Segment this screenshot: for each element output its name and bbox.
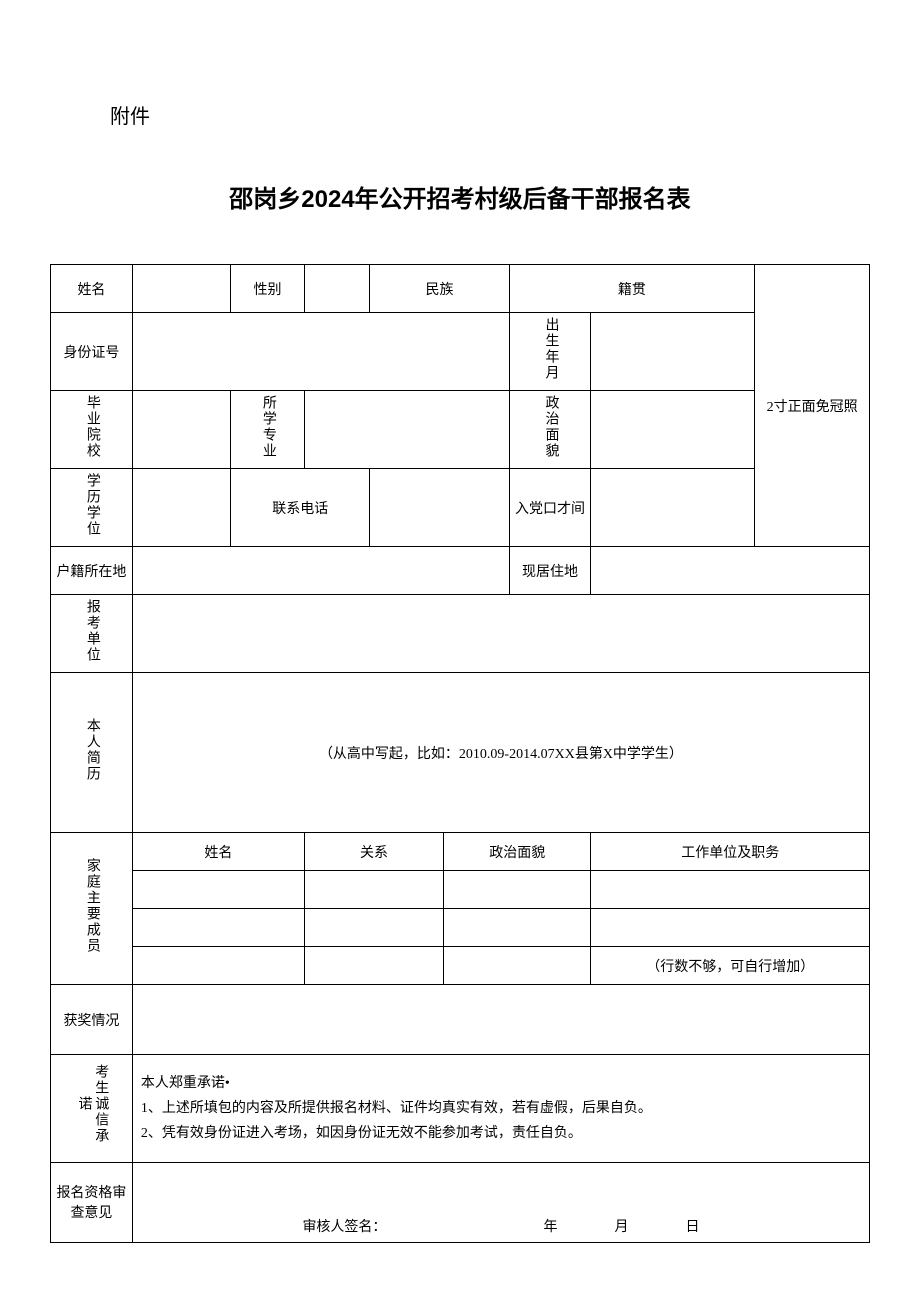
input-current-addr[interactable]: [591, 547, 870, 595]
family-row-2-name[interactable]: [132, 909, 304, 947]
photo-area[interactable]: 2寸正面免冠照: [755, 265, 870, 547]
family-row-1-name[interactable]: [132, 871, 304, 909]
label-school: 毕业院校: [51, 391, 133, 469]
input-political[interactable]: [591, 391, 755, 469]
input-awards[interactable]: [132, 985, 869, 1055]
label-commitment: 考生诚信承诺: [51, 1055, 133, 1163]
review-content[interactable]: 审核人签名： 年 月 日: [132, 1163, 869, 1243]
family-note: （行数不够，可自行增加）: [591, 947, 870, 985]
input-apply-unit[interactable]: [132, 595, 869, 673]
family-row-3-name[interactable]: [132, 947, 304, 985]
commitment-line-2: 2、凭有效身份证进入考场，如因身份证无效不能参加考试，责任自负。: [141, 1121, 861, 1146]
form-title: 邵岗乡2024年公开招考村级后备干部报名表: [50, 179, 870, 214]
label-phone: 联系电话: [231, 469, 370, 547]
family-row-1-political[interactable]: [444, 871, 591, 909]
label-family-work: 工作单位及职务: [591, 833, 870, 871]
attachment-label: 附件: [110, 100, 870, 129]
label-family-name: 姓名: [132, 833, 304, 871]
label-resume: 本人简历: [51, 673, 133, 833]
month-label: 月: [614, 1220, 628, 1235]
year-label: 年: [543, 1220, 557, 1235]
label-review: 报名资格审查意见: [51, 1163, 133, 1243]
label-apply-unit: 报考单位: [51, 595, 133, 673]
family-row-1-relation[interactable]: [304, 871, 443, 909]
input-party-date[interactable]: [591, 469, 755, 547]
label-gender: 性别: [231, 265, 305, 313]
commitment-content: 本人郑重承诺• 1、上述所填包的内容及所提供报名材料、证件均真实有效，若有虚假，…: [132, 1055, 869, 1163]
registration-form-table: 姓名 性别 民族 籍贯 2寸正面免冠照 身份证号 出生年月 毕业院校 所学专业 …: [50, 264, 870, 1243]
input-birth-date[interactable]: [591, 313, 755, 391]
label-awards: 获奖情况: [51, 985, 133, 1055]
label-political: 政治面貌: [509, 391, 591, 469]
label-family-relation: 关系: [304, 833, 443, 871]
label-residence: 户籍所在地: [51, 547, 133, 595]
commitment-intro: 本人郑重承诺•: [141, 1071, 861, 1096]
label-id-number: 身份证号: [51, 313, 133, 391]
family-row-3-relation[interactable]: [304, 947, 443, 985]
commitment-line-1: 1、上述所填包的内容及所提供报名材料、证件均真实有效，若有虚假，后果自负。: [141, 1096, 861, 1121]
family-row-2-work[interactable]: [591, 909, 870, 947]
label-family: 家庭主要成员: [51, 833, 133, 985]
input-name[interactable]: [132, 265, 230, 313]
label-major: 所学专业: [231, 391, 305, 469]
label-birth-date: 出生年月: [509, 313, 591, 391]
family-row-1-work[interactable]: [591, 871, 870, 909]
input-id-number[interactable]: [132, 313, 509, 391]
family-row-2-relation[interactable]: [304, 909, 443, 947]
input-gender[interactable]: [304, 265, 370, 313]
input-school[interactable]: [132, 391, 230, 469]
input-phone[interactable]: [370, 469, 509, 547]
label-name: 姓名: [51, 265, 133, 313]
input-education[interactable]: [132, 469, 230, 547]
label-current-addr: 现居住地: [509, 547, 591, 595]
input-major[interactable]: [304, 391, 509, 469]
family-row-3-political[interactable]: [444, 947, 591, 985]
input-resume[interactable]: （从高中写起，比如：2010.09-2014.07XX县第X中学学生）: [132, 673, 869, 833]
family-row-2-political[interactable]: [444, 909, 591, 947]
label-native-place: 籍贯: [509, 265, 755, 313]
label-party-date: 入党口才间: [509, 469, 591, 547]
reviewer-label: 审核人签名：: [302, 1220, 386, 1235]
day-label: 日: [685, 1220, 699, 1235]
input-residence[interactable]: [132, 547, 509, 595]
label-education: 学历学位: [51, 469, 133, 547]
label-ethnicity: 民族: [370, 265, 509, 313]
label-family-political: 政治面貌: [444, 833, 591, 871]
